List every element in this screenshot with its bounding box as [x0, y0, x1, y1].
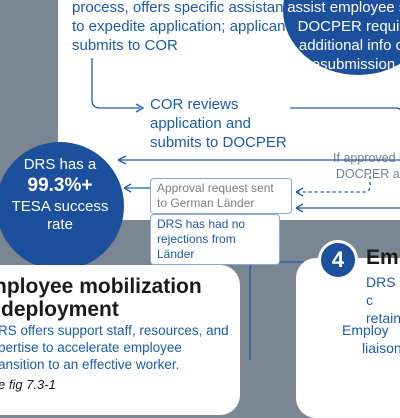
arrowhead-cor [135, 103, 145, 113]
cor-reviews-step: COR reviews application and submits to D… [150, 95, 300, 152]
connector-cor-to-right [290, 107, 400, 111]
step4-title: Em [366, 246, 399, 269]
rejection-line-1: DRS has had no [157, 217, 246, 231]
approved-line-2: DOCPER as [335, 167, 400, 181]
cor-line-2: application and [150, 115, 251, 132]
approved-note: If approved b DOCPER as [306, 150, 400, 182]
step4-card [296, 258, 400, 418]
approval-request-bubble: Approval request sent to German Länder [150, 178, 292, 214]
arrowhead-drs [117, 155, 127, 165]
drs-line-2: TESA success [11, 198, 109, 215]
dashed-connector-approval [296, 176, 371, 193]
figure-reference: e fig 7.3-1 [0, 377, 56, 392]
resubmission-text: assist employee sh DOCPER requir additio… [286, 0, 400, 74]
arrowhead-approval-2 [295, 203, 304, 213]
drs-success-circle [0, 142, 124, 270]
process-line-3: submits to COR [72, 37, 178, 54]
mobilization-card [0, 265, 240, 415]
step4-body: DRS c retain [366, 273, 400, 327]
step4-line-1: DRS c [366, 274, 396, 308]
step4-line-3: Employ [342, 322, 389, 338]
mobilization-title-line-2: deployment [1, 298, 119, 321]
drs-success-text: DRS has a 99.3%+ TESA success rate [0, 156, 124, 234]
mobilization-body-line-3: ansition to an effective worker. [0, 357, 180, 372]
resubmission-line-1: assist employee sh [287, 0, 400, 16]
cor-line-1: COR reviews [150, 96, 239, 113]
resubmission-line-3: additional info c [298, 37, 400, 54]
drs-line-1: DRS has a [23, 156, 97, 173]
cor-line-3: submits to DOCPER [150, 134, 287, 151]
connector-process-to-cor [91, 58, 140, 109]
mobilization-body: RS offers support staff, resources, and … [0, 322, 248, 373]
arrowhead-drs-2 [123, 183, 132, 193]
approval-line-2: to German Länder [157, 196, 255, 210]
step4-number-badge: 4 [318, 240, 358, 280]
drs-stat: 99.3%+ [27, 175, 93, 196]
step4-liaison: Employ liaison [342, 321, 400, 357]
resubmission-line-2: DOCPER requir [297, 18, 400, 35]
rejection-line-2: rejections from Länder [157, 232, 236, 261]
no-rejections-bubble: DRS has had no rejections from Länder [150, 214, 280, 265]
arrowhead-approval [295, 187, 304, 197]
step4-line-4: liaison [362, 340, 400, 356]
drs-line-3: rate [47, 216, 73, 233]
process-description: process, offers specific assistance to e… [72, 0, 302, 55]
approved-line-1: If approved b [333, 151, 400, 165]
mobilization-title-line-1: nployee mobilization [0, 275, 202, 298]
step4-line-2: retain [366, 310, 400, 326]
approval-line-1: Approval request sent [157, 181, 274, 195]
mobilization-title: nployee mobilization deployment [0, 275, 244, 321]
resubmission-line-4: resubmission [306, 56, 396, 73]
process-line-2: to expedite application; applicant [72, 18, 290, 35]
mobilization-body-line-1: RS offers support staff, resources, and [0, 323, 229, 338]
mobilization-body-line-2: pertise to accelerate employee [0, 340, 182, 355]
process-line-1: process, offers specific assistance [72, 0, 300, 16]
